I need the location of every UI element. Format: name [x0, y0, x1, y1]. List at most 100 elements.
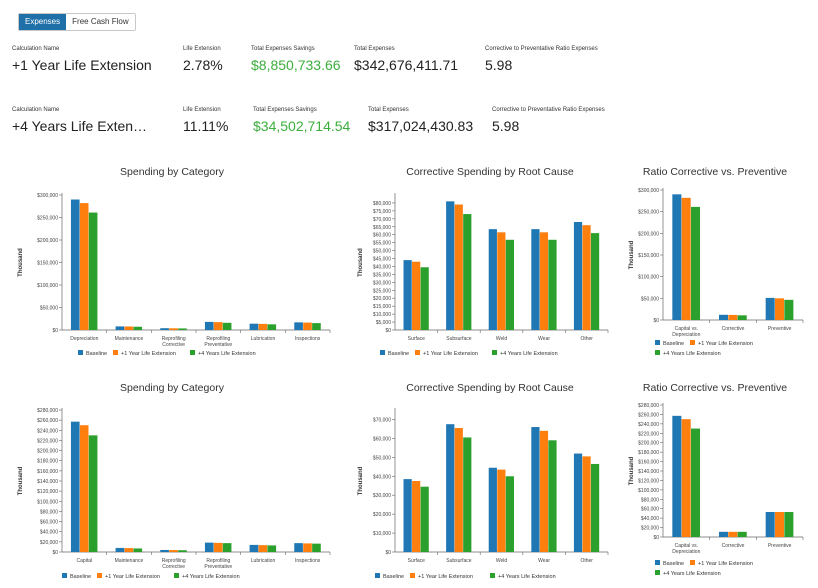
savings-block-1: Total Expenses Savings $8,850,733.66 — [251, 46, 341, 73]
x-tick-label: Weld — [496, 336, 508, 342]
bar-plus1 — [681, 419, 691, 537]
x-tick-label: Subsurface — [446, 336, 472, 342]
calc-name-block-2: Calculation Name +4 Years Life Exten… — [12, 107, 147, 134]
y-tick-label: $240,000 — [638, 422, 659, 428]
total-expenses-value: $342,676,411.71 — [354, 57, 459, 73]
bar-plus1 — [412, 481, 421, 552]
y-tick-label: $220,000 — [638, 431, 659, 437]
total-expenses-block-1: Total Expenses $342,676,411.71 — [354, 46, 458, 73]
bar-plus1 — [497, 469, 506, 552]
y-tick-label: $120,000 — [638, 478, 659, 484]
y-tick-label: $160,000 — [638, 460, 659, 466]
ratio-corrective-preventive-chart-1: $0 $50,000 $100,000 $150,000 $200,000 $250,00… — [629, 188, 804, 357]
bar-baseline — [765, 512, 775, 537]
y-tick-label: $40,000 — [373, 474, 391, 480]
legend-swatch — [113, 350, 118, 355]
y-tick-label: $5,000 — [376, 320, 392, 326]
bar-plus4 — [178, 328, 187, 330]
y-tick-label: $200,000 — [638, 441, 659, 447]
y-tick-label: $80,000 — [641, 497, 659, 503]
legend-label: Baseline — [388, 351, 409, 357]
bar-baseline — [672, 194, 682, 320]
y-tick-label: $50,000 — [373, 249, 391, 255]
bar-baseline — [488, 229, 497, 330]
x-tick-label: Wear — [538, 336, 550, 342]
y-tick-label: $50,000 — [373, 455, 391, 461]
tab-free-cash-flow[interactable]: Free Cash Flow — [66, 14, 135, 30]
tab-expenses[interactable]: Expenses — [19, 14, 67, 30]
bar-plus1 — [79, 425, 89, 552]
ratio-label: Corrective to Preventative Ratio Expense… — [492, 107, 605, 113]
y-tick-label: $80,000 — [40, 509, 58, 515]
legend-label: +1 Year Life Extension — [698, 341, 753, 347]
chart-title-spending-2: Spending by Category — [120, 382, 224, 394]
bar-plus4 — [590, 233, 600, 330]
legend-swatch — [97, 573, 102, 578]
y-tick-label: $100,000 — [638, 275, 659, 281]
y-tick-label: $0 — [653, 318, 659, 324]
y-axis-label: Thousand — [18, 466, 24, 495]
bar-plus4 — [548, 440, 557, 552]
bar-baseline — [294, 322, 303, 330]
y-tick-label: $0 — [52, 550, 58, 556]
bar-plus4 — [88, 212, 98, 330]
life-extension-block-1: Life Extension 2.78% — [183, 46, 223, 73]
bar-plus1 — [213, 542, 223, 552]
bar-plus1 — [124, 548, 134, 552]
y-tick-label: $20,000 — [373, 512, 391, 518]
bar-baseline — [403, 479, 412, 552]
x-tick-label: Surface — [408, 336, 425, 342]
x-tick-label: Other — [580, 336, 593, 342]
legend-label: +4 Years Life Extension — [182, 574, 240, 580]
legend-label: +1 Year Life Extension — [698, 561, 753, 567]
calc-name-block-1: Calculation Name +1 Year Life Extension — [12, 46, 152, 73]
bar-plus4 — [178, 550, 187, 552]
y-tick-label: $250,000 — [37, 216, 58, 222]
total-expenses-block-2: Total Expenses $317,024,430.83 — [368, 107, 473, 134]
x-tick-label: Corrective — [722, 543, 745, 549]
y-axis-label: Thousand — [358, 466, 364, 495]
y-tick-label: $30,000 — [373, 280, 391, 286]
x-tick-label: Inspections — [295, 336, 321, 342]
y-tick-label: $0 — [653, 535, 659, 541]
x-tick-label: Maintenance — [115, 336, 144, 342]
bar-baseline — [446, 201, 455, 330]
y-axis-label: Thousand — [629, 240, 635, 269]
bar-baseline — [294, 543, 303, 552]
bar-plus1 — [79, 203, 89, 330]
y-tick-label: $60,000 — [40, 520, 58, 526]
y-tick-label: $35,000 — [373, 272, 391, 278]
bar-plus4 — [784, 299, 794, 320]
y-tick-label: $55,000 — [373, 241, 391, 247]
bar-plus4 — [505, 239, 514, 330]
tab-bar: Expenses Free Cash Flow — [18, 13, 136, 31]
y-tick-label: $10,000 — [373, 312, 391, 318]
y-tick-label: $180,000 — [638, 450, 659, 456]
legend-swatch — [375, 573, 380, 578]
y-tick-label: $140,000 — [37, 479, 58, 485]
bar-baseline — [160, 549, 169, 552]
y-tick-label: $60,000 — [641, 507, 659, 513]
total-expenses-label: Total Expenses — [354, 46, 395, 52]
y-tick-label: $100,000 — [37, 283, 58, 289]
y-tick-label: $50,000 — [641, 296, 659, 302]
bar-plus1 — [213, 322, 223, 330]
legend-label: Baseline — [663, 561, 684, 567]
x-tick-label: Capital — [77, 558, 93, 564]
ratio-corrective-preventive-chart-2: $0 $20,000 $40,000 $60,000 $80,000 $100,000 $1… — [629, 403, 804, 577]
legend-label: +4 Years Life Extension — [663, 351, 721, 357]
x-tick-label: Inspections — [295, 558, 321, 564]
legend-label: Baseline — [70, 574, 91, 580]
bar-baseline — [719, 531, 729, 537]
y-tick-label: $70,000 — [373, 217, 391, 223]
legend-swatch — [62, 573, 67, 578]
corrective-root-cause-chart-1: $0 $5,000 $10,000 $15,000 $20,000 $25,000 $30,… — [358, 193, 609, 357]
x-tick-label: Lubrication — [251, 558, 276, 564]
chart-title-spending-1: Spending by Category — [120, 166, 224, 178]
bar-plus1 — [728, 314, 738, 320]
y-tick-label: $100,000 — [37, 499, 58, 505]
bar-baseline — [446, 424, 455, 552]
bar-plus4 — [463, 437, 472, 552]
bar-plus4 — [133, 326, 143, 330]
y-tick-label: $260,000 — [37, 418, 58, 424]
